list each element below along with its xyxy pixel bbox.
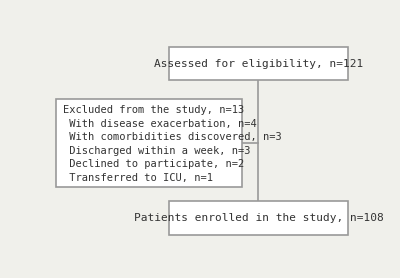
Text: With comorbidities discovered, n=3: With comorbidities discovered, n=3: [63, 132, 282, 142]
Text: Assessed for eligibility, n=121: Assessed for eligibility, n=121: [154, 59, 363, 69]
Text: Discharged within a week, n=3: Discharged within a week, n=3: [63, 146, 250, 156]
FancyBboxPatch shape: [169, 201, 348, 235]
Text: Declined to participate, n=2: Declined to participate, n=2: [63, 159, 244, 169]
Text: Excluded from the study, n=13: Excluded from the study, n=13: [63, 105, 244, 115]
FancyBboxPatch shape: [169, 47, 348, 80]
FancyBboxPatch shape: [56, 99, 242, 187]
Text: Transferred to ICU, n=1: Transferred to ICU, n=1: [63, 173, 213, 183]
Text: Patients enrolled in the study, n=108: Patients enrolled in the study, n=108: [134, 213, 383, 223]
Text: With disease exacerbation, n=4: With disease exacerbation, n=4: [63, 119, 257, 129]
